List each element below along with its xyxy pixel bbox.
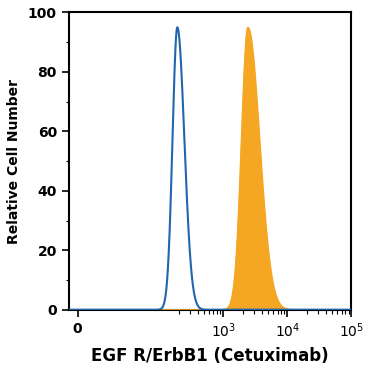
Y-axis label: Relative Cell Number: Relative Cell Number	[7, 78, 21, 244]
X-axis label: EGF R/ErbB1 (Cetuximab): EGF R/ErbB1 (Cetuximab)	[91, 347, 329, 365]
